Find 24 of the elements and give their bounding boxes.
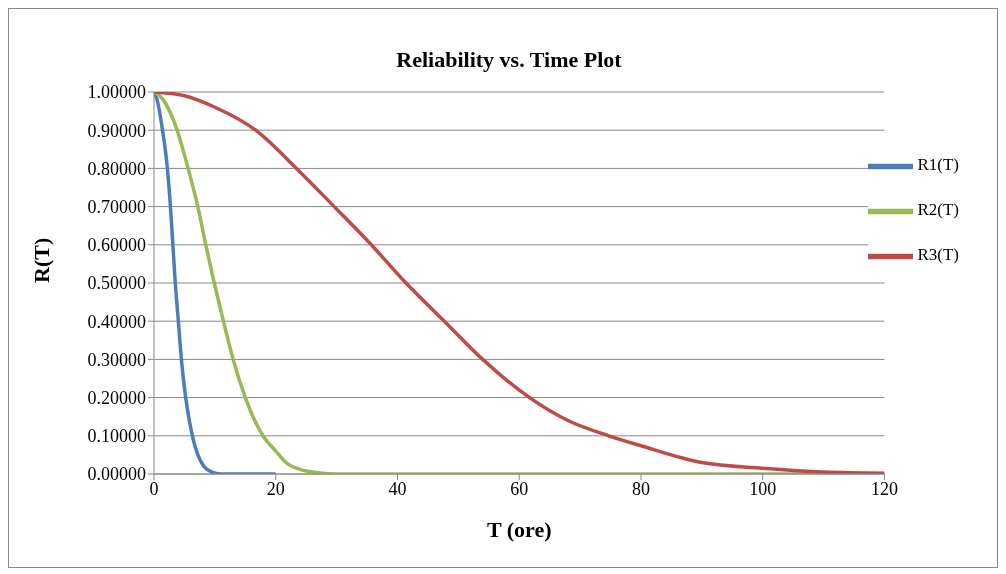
y-tick-label: 0.80000: [87, 158, 146, 179]
y-tick-label: 0.40000: [87, 311, 146, 332]
legend-label: R1(T): [917, 155, 959, 175]
x-tick-label: 80: [631, 478, 650, 499]
x-tick-label: 100: [749, 478, 777, 499]
x-tick-label: 20: [266, 478, 285, 499]
y-tick-label: 0.00000: [87, 464, 146, 485]
y-axis-title: R(T): [28, 237, 54, 283]
x-tick-label: 120: [870, 478, 898, 499]
y-tick-label: 1.00000: [87, 82, 146, 103]
x-axis-title: T (ore): [486, 517, 552, 542]
chart-title: Reliability vs. Time Plot: [395, 47, 623, 73]
legend-label: R2(T): [917, 200, 959, 220]
y-tick-label: 0.60000: [87, 235, 146, 256]
y-tick-label: 0.30000: [87, 349, 146, 370]
y-tick-label: 0.50000: [87, 273, 146, 294]
y-tick-label: 0.70000: [87, 196, 146, 217]
y-tick-label: 0.20000: [87, 387, 146, 408]
legend-label: R3(T): [917, 245, 959, 265]
x-tick-label: 60: [510, 478, 529, 499]
x-tick-label: 40: [388, 478, 407, 499]
y-tick-label: 0.10000: [87, 426, 146, 447]
x-tick-label: 0: [149, 478, 159, 499]
y-tick-label: 0.90000: [87, 120, 146, 141]
